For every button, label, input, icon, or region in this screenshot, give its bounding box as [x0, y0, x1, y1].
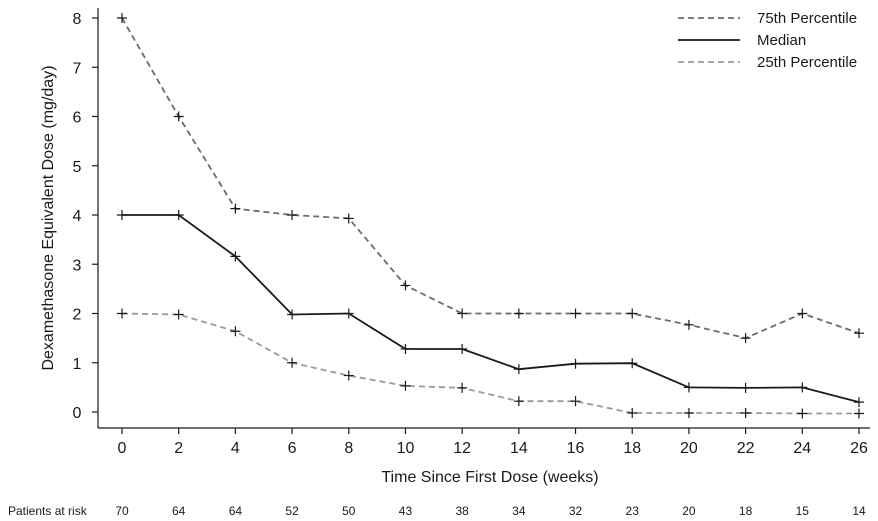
data-point [343, 213, 354, 224]
data-point [627, 407, 638, 418]
data-point [570, 358, 581, 369]
data-point [854, 328, 864, 339]
y-axis-title: Dexamethasone Equivalent Dose (mg/day) [40, 65, 57, 370]
series-line-2 [121, 312, 859, 415]
data-point [683, 382, 694, 393]
y-tick-label: 3 [73, 257, 82, 274]
data-point [343, 370, 354, 381]
x-tick-label: 18 [623, 440, 641, 457]
data-point [457, 308, 468, 319]
series-line-1 [122, 214, 860, 403]
series-line-0 [121, 17, 860, 340]
patients-at-risk-value: 50 [342, 504, 356, 518]
data-point [400, 280, 411, 291]
data-point [740, 333, 751, 344]
x-tick-label: 0 [118, 440, 127, 457]
patients-at-risk-value: 15 [796, 504, 810, 518]
data-point [627, 358, 638, 369]
patients-at-risk-value: 52 [285, 504, 299, 518]
data-point [173, 111, 184, 122]
y-tick-label: 5 [73, 159, 82, 176]
data-point [513, 396, 524, 407]
data-point [117, 210, 127, 220]
patients-at-risk-value: 38 [455, 504, 469, 518]
x-tick-label: 2 [174, 440, 183, 457]
data-point [570, 396, 581, 407]
x-tick-label: 16 [567, 440, 585, 457]
patients-at-risk-value: 14 [852, 504, 866, 518]
data-point [683, 319, 694, 330]
x-tick-label: 4 [231, 440, 240, 457]
data-point [570, 308, 581, 319]
x-axis-title: Time Since First Dose (weeks) [381, 469, 598, 486]
y-tick-label: 0 [73, 405, 82, 422]
data-point [683, 407, 694, 418]
data-point [854, 397, 864, 408]
data-point [230, 203, 241, 214]
data-point [740, 382, 751, 393]
data-point [457, 343, 468, 354]
legend-label: 25th Percentile [757, 54, 857, 71]
data-point [457, 382, 468, 393]
x-tick-label: 14 [510, 440, 528, 457]
y-tick-label: 4 [73, 208, 82, 225]
data-point [400, 380, 411, 391]
data-point [117, 308, 127, 319]
patients-at-risk-value: 20 [682, 504, 696, 518]
data-point [173, 210, 184, 220]
x-tick-label: 22 [737, 440, 755, 457]
data-point [854, 408, 864, 419]
data-point [343, 308, 354, 319]
series-lines [121, 17, 860, 415]
data-point [627, 308, 638, 319]
patients-at-risk-value: 32 [569, 504, 583, 518]
legend-label: 75th Percentile [757, 10, 857, 27]
y-tick-label: 2 [73, 307, 82, 324]
patients-at-risk-value: 18 [739, 504, 753, 518]
x-tick-label: 20 [680, 440, 698, 457]
data-point [740, 407, 751, 418]
data-point [400, 343, 411, 354]
patients-at-risk-label: Patients at risk [8, 504, 88, 518]
x-tick-label: 24 [793, 440, 811, 457]
patients-at-risk-table: Patients at risk 70 64 64 52 50 43 38 34 32 23 20 1… [8, 504, 866, 518]
y-tick-label: 1 [73, 356, 82, 373]
y-tick-label: 6 [73, 110, 82, 127]
patients-at-risk-value: 64 [229, 504, 243, 518]
x-tick-label: 26 [850, 440, 868, 457]
x-tick-label: 10 [397, 440, 415, 457]
patients-at-risk-value: 43 [399, 504, 413, 518]
data-point [287, 210, 298, 220]
legend: 75th Percentile Median 25th Percentile [678, 10, 857, 71]
x-tick-label: 6 [288, 440, 297, 457]
legend-label: Median [757, 32, 806, 49]
data-point [117, 13, 127, 23]
patients-at-risk-value: 70 [115, 504, 129, 518]
data-point [797, 408, 808, 419]
patients-at-risk-value: 64 [172, 504, 186, 518]
data-point [173, 309, 184, 320]
y-tick-label: 7 [73, 60, 82, 77]
y-tick-label: 8 [73, 11, 82, 28]
x-tick-label: 8 [344, 440, 353, 457]
data-point [797, 382, 808, 393]
data-point [230, 326, 241, 337]
data-point [513, 308, 524, 319]
series-markers [117, 13, 864, 419]
data-point [287, 309, 298, 320]
data-point [797, 308, 808, 319]
x-tick-label: 12 [453, 440, 471, 457]
patients-at-risk-value: 34 [512, 504, 526, 518]
patients-at-risk-value: 23 [626, 504, 640, 518]
data-point [230, 251, 241, 262]
data-point [513, 364, 524, 375]
data-point [287, 357, 298, 368]
